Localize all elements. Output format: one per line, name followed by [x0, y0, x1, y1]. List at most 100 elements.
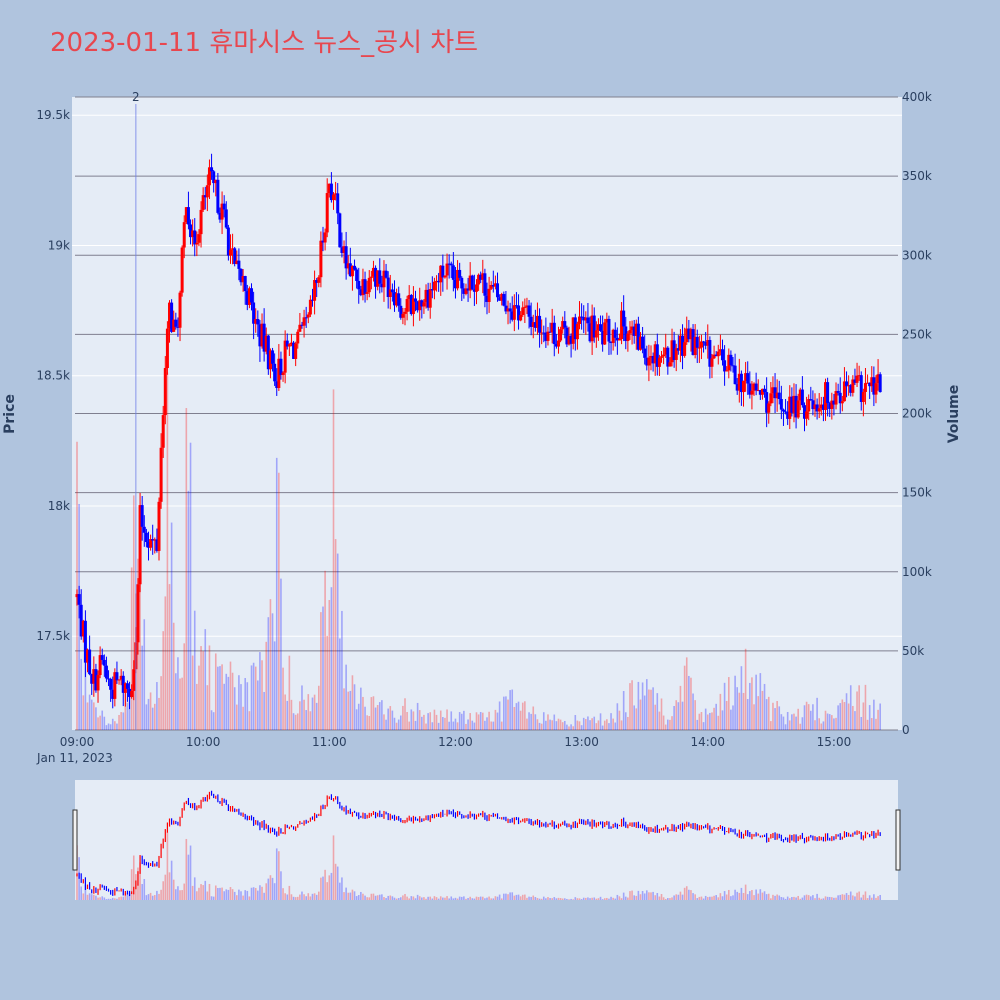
mini-volume-bar — [772, 894, 774, 900]
volume-bar — [271, 613, 274, 730]
mini-volume-bar — [784, 898, 787, 900]
mini-volume-bar — [536, 897, 539, 900]
volume-bar — [828, 714, 831, 730]
volume-tick-label: 50k — [902, 644, 924, 658]
candle-body — [704, 342, 708, 346]
volume-bar — [683, 665, 686, 730]
volume-bar — [524, 701, 526, 730]
mini-volume-bar — [385, 898, 387, 900]
mini-volume-bar — [675, 894, 678, 900]
candle-body — [369, 276, 373, 278]
mini-volume-bar — [217, 887, 219, 900]
mini-volume-bar — [639, 894, 642, 900]
mini-volume-bar — [467, 897, 469, 900]
candle-body — [681, 335, 685, 356]
volume-bar — [257, 680, 259, 730]
mini-volume-bar — [566, 898, 568, 900]
candle-body — [344, 246, 348, 269]
candle-body — [620, 310, 624, 340]
range-slider-background[interactable] — [75, 780, 898, 900]
candle-body — [252, 302, 256, 324]
candle-body — [542, 332, 546, 334]
mini-volume-bar — [128, 893, 131, 900]
mini-volume-bar — [187, 854, 190, 900]
volume-bar — [460, 713, 463, 730]
candle-body — [578, 316, 582, 324]
volume-bar — [879, 703, 881, 730]
mini-volume-bar — [193, 877, 196, 900]
mini-volume-bar — [143, 879, 146, 900]
volume-bar — [570, 724, 572, 730]
candle-body — [580, 316, 584, 318]
mini-volume-bar — [555, 898, 558, 900]
mini-volume-bar — [414, 898, 417, 900]
volume-bar — [244, 678, 247, 730]
mini-volume-bar — [248, 896, 251, 900]
candle-body — [186, 207, 190, 225]
candle-body — [559, 329, 563, 341]
price-tick-label: 17.5k — [36, 629, 70, 643]
candle-body — [359, 289, 363, 296]
volume-tick-label: 200k — [902, 407, 932, 421]
volume-bar — [816, 697, 818, 730]
volume-bar — [217, 666, 219, 730]
candle-body — [428, 289, 432, 308]
mini-volume-bar — [763, 891, 766, 900]
candle-body — [655, 344, 659, 367]
volume-bar — [763, 683, 766, 730]
candle-body — [535, 315, 539, 328]
volume-bar — [599, 713, 602, 730]
mini-volume-bar — [700, 896, 703, 900]
candle-body — [731, 365, 735, 367]
mini-volume-bar — [332, 835, 335, 900]
mini-volume-bar — [713, 895, 715, 900]
mini-volume-bar — [597, 898, 600, 900]
volume-bar — [782, 716, 785, 730]
mini-volume-bar — [479, 896, 482, 900]
time-axis-ticks: 09:00 10:00 11:00 12:00 13:00 14:00 15:00 — [60, 735, 852, 749]
volume-bar — [812, 704, 814, 730]
candle-body — [136, 584, 140, 643]
mini-volume-bar — [305, 896, 307, 900]
candle-body — [510, 311, 514, 320]
candle-body — [857, 375, 861, 377]
candle-body — [348, 263, 352, 277]
mini-volume-bar — [549, 898, 551, 900]
candle-body — [714, 354, 718, 357]
mini-volume-bar — [284, 893, 286, 900]
volume-bar — [847, 703, 850, 730]
candle-body — [361, 279, 365, 296]
candle-body — [676, 348, 680, 351]
volume-bar — [559, 719, 562, 730]
mini-volume-bar — [706, 897, 709, 900]
volume-bar — [835, 717, 837, 730]
candle-body — [104, 665, 108, 679]
range-slider-left-handle[interactable] — [72, 809, 78, 871]
volume-bar — [772, 702, 774, 730]
candle-body — [306, 314, 310, 318]
mini-volume-bar — [402, 895, 404, 900]
volume-bar — [324, 570, 326, 730]
volume-bar — [219, 666, 221, 730]
candle-body — [863, 383, 867, 392]
mini-volume-bar — [330, 872, 333, 900]
volume-bar — [397, 719, 400, 730]
candle-body — [817, 408, 821, 412]
volume-bar — [618, 710, 621, 730]
volume-bar — [328, 600, 331, 730]
volume-bar — [749, 682, 751, 730]
mini-volume-bar — [206, 891, 209, 900]
candle-body — [603, 322, 607, 345]
mini-volume-bar — [322, 876, 324, 900]
volume-bar — [671, 716, 673, 730]
mini-volume-bar — [574, 897, 577, 900]
volume-bar — [610, 713, 612, 730]
candle-body — [407, 295, 411, 300]
volume-bar — [538, 722, 541, 730]
mini-volume-bar — [694, 894, 696, 900]
mini-volume-bar — [681, 894, 684, 900]
candle-body — [859, 375, 863, 402]
range-slider-right-handle[interactable] — [895, 809, 901, 871]
mini-volume-bar — [183, 883, 186, 900]
volume-bar — [450, 711, 453, 730]
